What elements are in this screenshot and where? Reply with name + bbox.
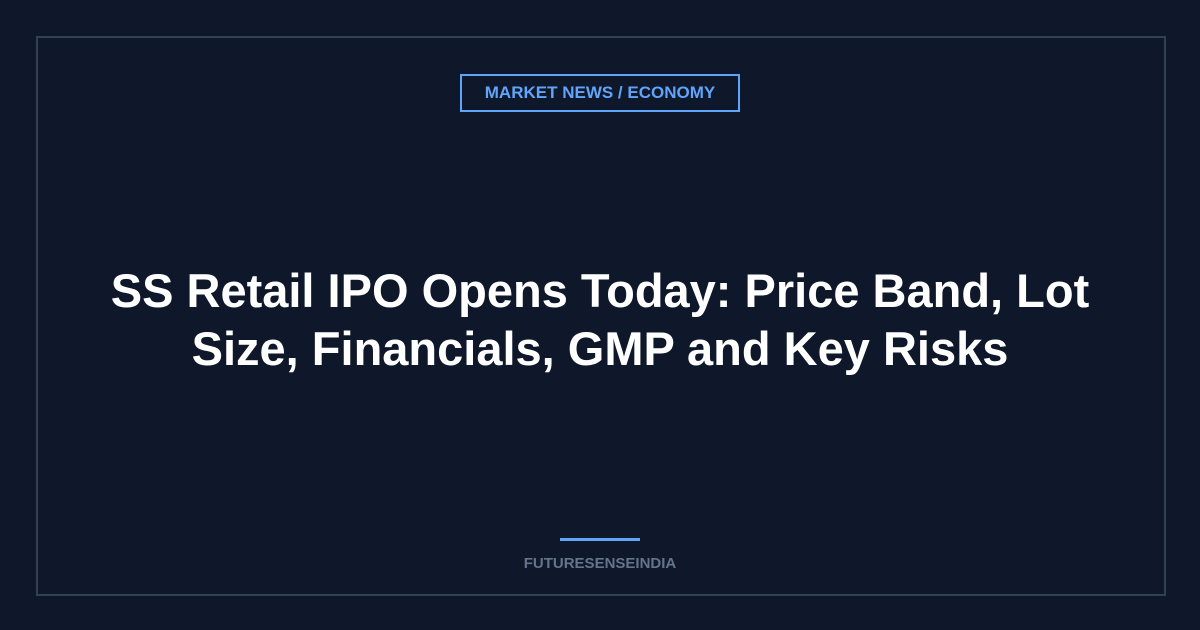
frame	[36, 36, 1166, 596]
category-tag: MARKET NEWS / ECONOMY	[460, 74, 740, 112]
headline: SS Retail IPO Opens Today: Price Band, L…	[110, 264, 1090, 375]
brand: FUTURESENSEINDIA	[523, 555, 677, 572]
accent-bar	[560, 538, 640, 541]
